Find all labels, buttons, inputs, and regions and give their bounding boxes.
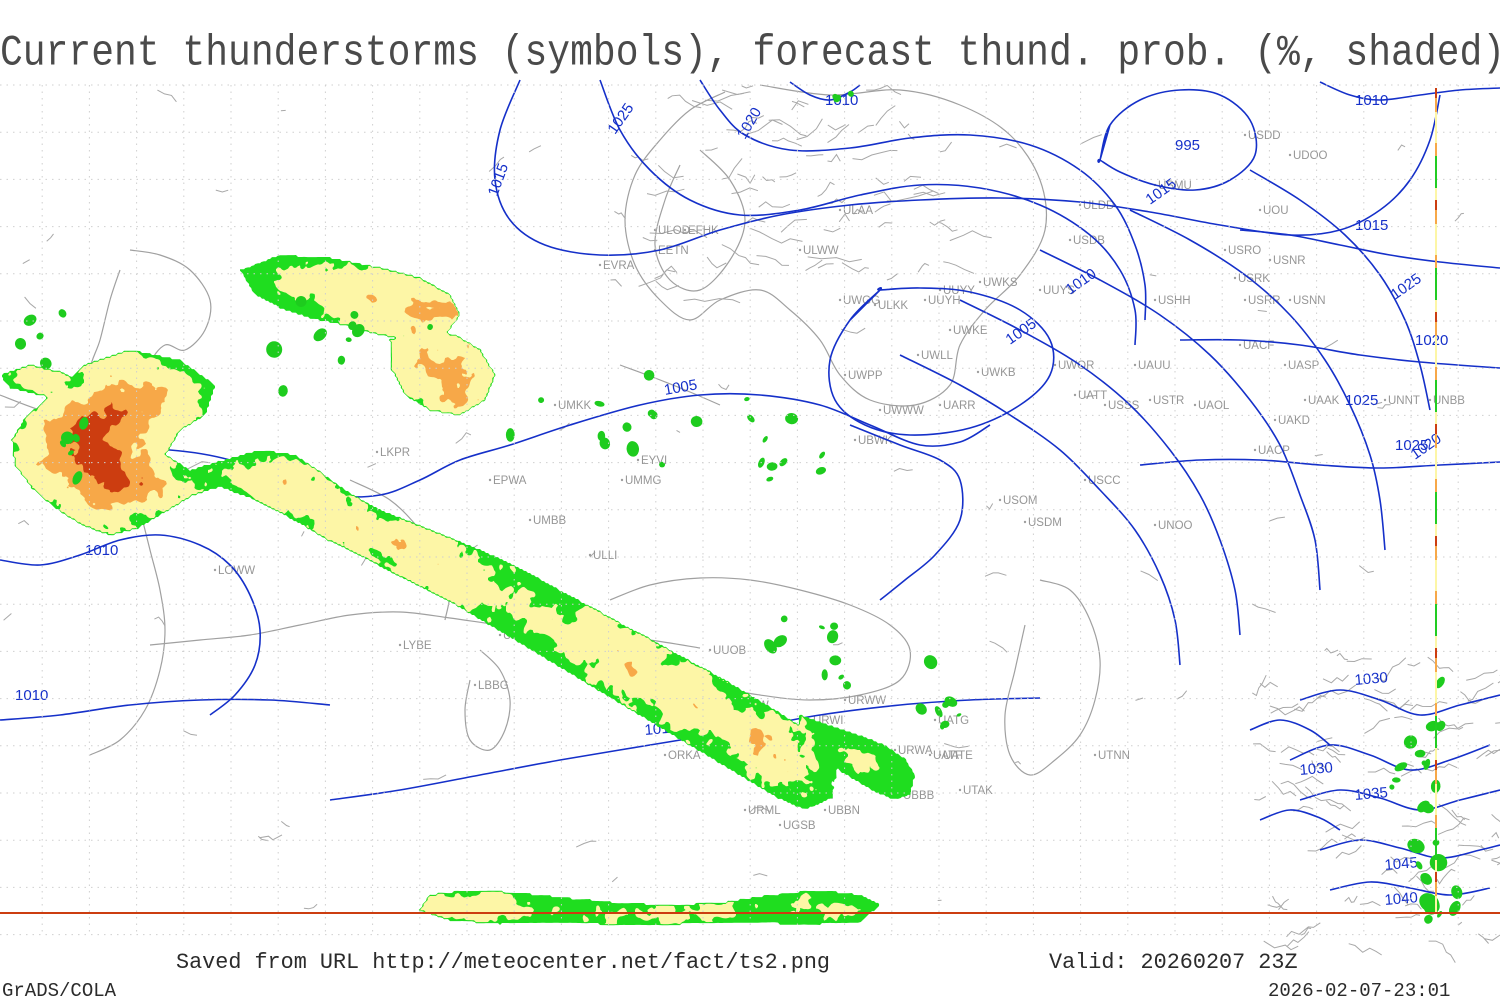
- svg-text:EVRA: EVRA: [603, 260, 635, 272]
- svg-text:UASP: UASP: [1288, 360, 1320, 372]
- svg-text:UTAK: UTAK: [963, 785, 993, 797]
- svg-text:1030: 1030: [1354, 669, 1389, 689]
- svg-text:URWW: URWW: [848, 695, 886, 707]
- svg-text:LYBE: LYBE: [403, 640, 432, 652]
- svg-text:UATE: UATE: [943, 750, 973, 762]
- svg-text:UNNT: UNNT: [1388, 395, 1420, 407]
- svg-text:URWA: URWA: [898, 745, 933, 757]
- svg-text:ULOD: ULOD: [658, 225, 690, 237]
- svg-text:UWPP: UWPP: [848, 370, 883, 382]
- svg-text:UWGG: UWGG: [843, 295, 880, 307]
- svg-text:UBBN: UBBN: [828, 805, 860, 817]
- svg-text:USOM: USOM: [1003, 495, 1038, 507]
- svg-text:ULAA: ULAA: [843, 205, 873, 217]
- svg-text:UAAK: UAAK: [1308, 395, 1340, 407]
- svg-text:ULWW: ULWW: [803, 245, 839, 257]
- svg-text:1010: 1010: [1355, 92, 1388, 109]
- svg-text:UWKS: UWKS: [983, 277, 1018, 289]
- svg-text:1040: 1040: [1384, 889, 1419, 909]
- svg-text:UARR: UARR: [943, 400, 976, 412]
- svg-text:URML: URML: [748, 805, 781, 817]
- svg-text:UWLL: UWLL: [921, 350, 954, 362]
- svg-text:1020: 1020: [1415, 332, 1448, 349]
- svg-text:1045: 1045: [1384, 854, 1419, 874]
- svg-text:1010: 1010: [85, 542, 118, 559]
- svg-text:UAOL: UAOL: [1198, 400, 1230, 412]
- svg-text:UTNN: UTNN: [1098, 750, 1130, 762]
- svg-text:1015: 1015: [1355, 217, 1388, 234]
- svg-text:ULKK: ULKK: [878, 300, 908, 312]
- svg-text:LBBG: LBBG: [478, 680, 509, 692]
- svg-text:1035: 1035: [1354, 784, 1389, 804]
- svg-text:USNN: USNN: [1293, 295, 1326, 307]
- svg-text:USNR: USNR: [1273, 255, 1306, 267]
- svg-text:UUOB: UUOB: [713, 645, 747, 657]
- svg-text:UUYH: UUYH: [928, 295, 961, 307]
- svg-text:LOWW: LOWW: [218, 565, 255, 577]
- svg-text:1010: 1010: [15, 687, 48, 704]
- svg-text:USDD: USDD: [1248, 130, 1281, 142]
- svg-text:ULLI: ULLI: [593, 550, 617, 562]
- svg-text:UGSB: UGSB: [783, 820, 816, 832]
- svg-text:UAUU: UAUU: [1138, 360, 1171, 372]
- svg-text:USRO: USRO: [1228, 245, 1261, 257]
- svg-text:UATT: UATT: [1078, 390, 1107, 402]
- svg-text:UWKE: UWKE: [953, 325, 988, 337]
- svg-text:UDOO: UDOO: [1293, 150, 1328, 162]
- svg-text:USTR: USTR: [1153, 395, 1184, 407]
- svg-text:UOU: UOU: [1263, 205, 1289, 217]
- svg-text:UAKD: UAKD: [1278, 415, 1310, 427]
- svg-text:USHH: USHH: [1158, 295, 1191, 307]
- svg-text:ORKA: ORKA: [668, 750, 701, 762]
- svg-text:UMMG: UMMG: [625, 475, 661, 487]
- svg-text:LKPR: LKPR: [380, 447, 410, 459]
- svg-text:UNBB: UNBB: [1433, 395, 1465, 407]
- svg-text:995: 995: [1175, 137, 1200, 154]
- svg-text:UMKK: UMKK: [558, 400, 592, 412]
- svg-text:USCC: USCC: [1088, 475, 1121, 487]
- svg-text:UWKB: UWKB: [981, 367, 1016, 379]
- svg-text:EPWA: EPWA: [493, 475, 527, 487]
